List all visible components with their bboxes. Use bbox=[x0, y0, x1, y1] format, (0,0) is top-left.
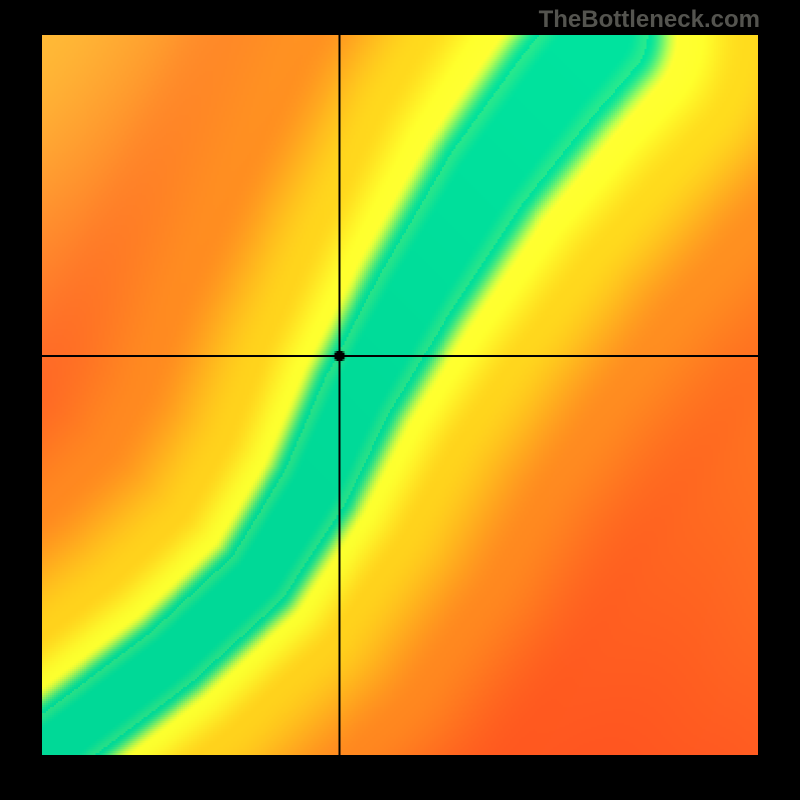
bottleneck-heatmap bbox=[42, 35, 758, 755]
watermark-text: TheBottleneck.com bbox=[539, 6, 760, 34]
stage: TheBottleneck.com bbox=[0, 0, 800, 800]
